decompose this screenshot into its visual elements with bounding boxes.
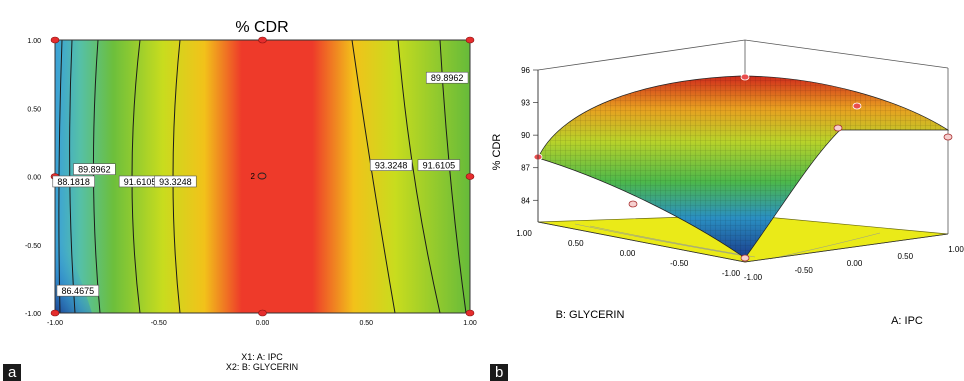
- contour-label-box: [73, 163, 116, 175]
- panel-a-label: a: [3, 364, 22, 381]
- contour-label-box: [417, 159, 461, 171]
- box-top-back: [537, 39, 949, 71]
- surface-design-points: [533, 73, 953, 262]
- contour-panel: % CDR -1.00 -0.50 0.00 0.50 1.00 1.00 0.50 0.0…: [25, 19, 477, 372]
- contour-label: 88.1818: [52, 175, 95, 188]
- b-tick-label: -0.50: [670, 259, 689, 268]
- contour-label-box: [154, 175, 197, 188]
- b-tick-label: 0.00: [620, 249, 636, 258]
- y-tick-label: 0.50: [27, 106, 41, 113]
- contour-label-text: 93.3248: [159, 177, 192, 187]
- design-point: [465, 309, 475, 317]
- z-tick-label: 87: [521, 164, 530, 173]
- y-tick-label: -0.50: [25, 243, 41, 250]
- z-tick-label: 96: [521, 66, 530, 75]
- contour-label: 89.8962: [73, 163, 116, 175]
- a-tick-label: 1.00: [948, 245, 964, 254]
- z-tick-label: 84: [521, 196, 530, 205]
- x-tick-label: 1.00: [463, 320, 477, 327]
- a-tick-label: 0.50: [897, 252, 913, 261]
- contour-label: 93.3248: [369, 159, 413, 171]
- contour-label-box: [56, 284, 100, 297]
- x-tick-label: -0.50: [151, 320, 167, 327]
- x-tick-label: -1.00: [47, 320, 63, 327]
- x-tick-label: 0.00: [256, 320, 270, 327]
- contour-label-box: [369, 159, 413, 171]
- z-tick-label: 93: [521, 99, 530, 108]
- design-points: [50, 36, 475, 317]
- contour-label-text: 91.6105: [124, 177, 157, 187]
- surface-mesh: [538, 76, 948, 258]
- chart-title: % CDR: [235, 19, 288, 36]
- contour-label: 86.4675: [56, 284, 100, 297]
- contour-label-text: 91.6105: [423, 161, 456, 171]
- contour-label-text: 89.8962: [431, 73, 464, 83]
- contour-line: [397, 39, 441, 314]
- contour-line: [351, 39, 396, 314]
- y-axis-title: X2: B: GLYCERIN: [226, 362, 298, 372]
- x-tick-labels: -1.00 -0.50 0.00 0.50 1.00: [47, 320, 477, 327]
- y-tick-labels: 1.00 0.50 0.00 -0.50 -1.00: [25, 38, 41, 318]
- z-axis-title: % CDR: [491, 134, 503, 171]
- contour-label-text: 86.4675: [62, 286, 95, 296]
- b-axis-line: [537, 221, 746, 263]
- a-axis-line: [744, 233, 949, 263]
- center-point: 2: [251, 172, 267, 181]
- a-axis-title: A: IPC: [891, 315, 923, 327]
- contour-label: 93.3248: [154, 175, 197, 188]
- design-point: [258, 309, 267, 317]
- surface-panel: 96 93 90 87 84 -1.00 -0.50 0.00 0.50 1.00 1.00 0.…: [491, 39, 964, 327]
- b-tick-label: 0.50: [568, 239, 584, 248]
- design-point: [465, 173, 475, 180]
- a-tick-labels: -1.00 -0.50 0.00 0.50 1.00: [744, 245, 964, 282]
- b-tick-label: -1.00: [722, 269, 741, 278]
- contour-label-box: [425, 71, 469, 84]
- floor-contour-lines: [574, 223, 881, 260]
- contour-fill: [55, 40, 470, 313]
- a-tick-label: -1.00: [744, 273, 763, 282]
- contour-label-text: 89.8962: [78, 165, 111, 175]
- design-point: [258, 36, 267, 44]
- center-point-count: 2: [251, 172, 256, 181]
- a-tick-label: -0.50: [795, 266, 814, 275]
- contour-label-box: [52, 175, 95, 188]
- design-point: [50, 36, 60, 44]
- z-tick-labels: 96 93 90 87 84: [521, 66, 538, 205]
- y-tick-label: -1.00: [25, 311, 41, 318]
- a-tick-label: 0.00: [847, 259, 863, 268]
- contour-label: 91.6105: [417, 159, 461, 171]
- b-tick-labels: 1.00 0.50 0.00 -0.50 -1.00: [516, 229, 740, 278]
- center-point-marker: [257, 172, 267, 180]
- z-tick-label: 90: [521, 131, 530, 140]
- x-axis-title: X1: A: IPC: [241, 352, 283, 362]
- contour-label-text: 93.3248: [375, 161, 408, 171]
- panel-b-label: b: [490, 364, 509, 381]
- y-tick-label: 1.00: [27, 38, 41, 45]
- axis-lines: [537, 70, 949, 263]
- design-point: [50, 309, 60, 317]
- y-tick-label: 0.00: [27, 175, 41, 182]
- contour-label-text: 88.1818: [57, 177, 90, 187]
- design-point: [465, 36, 475, 44]
- x-tick-label: 0.50: [359, 320, 373, 327]
- b-tick-label: 1.00: [516, 229, 532, 238]
- b-axis-title: B: GLYCERIN: [556, 309, 625, 321]
- contour-label: 89.8962: [425, 71, 469, 84]
